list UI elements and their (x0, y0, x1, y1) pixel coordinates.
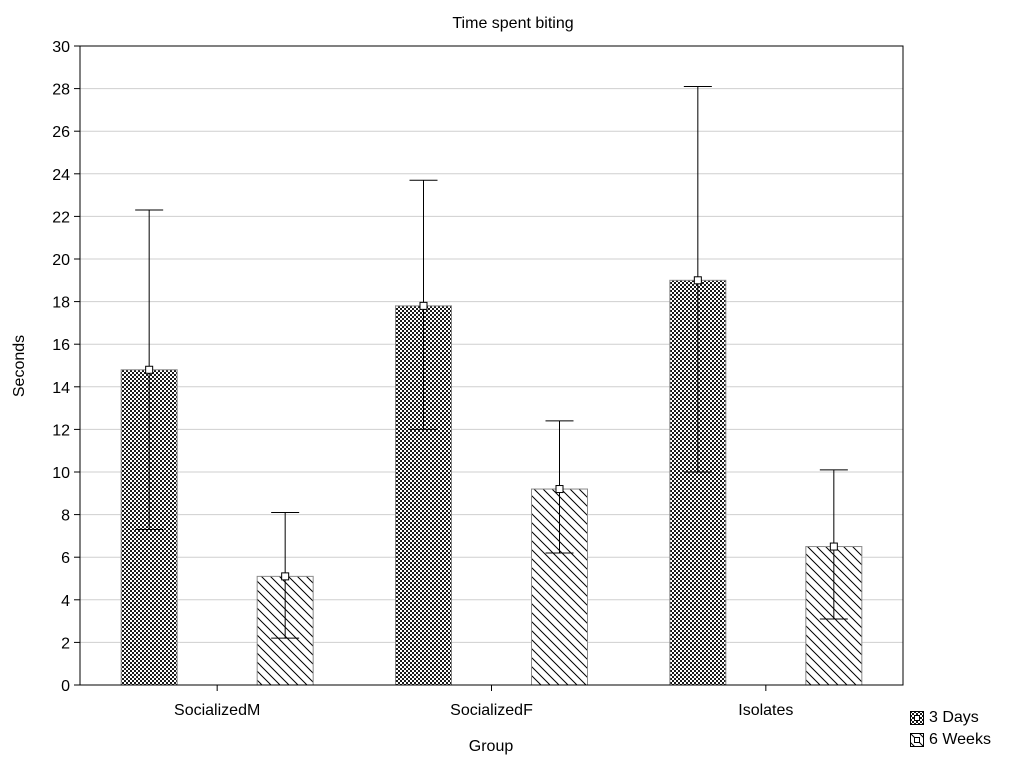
mean-marker (555, 485, 564, 494)
y-tick-label: 4 (61, 593, 70, 610)
y-tick-label: 6 (61, 550, 70, 567)
y-tick-label: 14 (52, 380, 70, 397)
y-axis-label: Seconds (11, 335, 28, 397)
grid-lines (80, 88, 903, 643)
mean-marker (145, 365, 154, 374)
y-tick-label: 20 (52, 252, 70, 269)
y-tick-label: 16 (52, 337, 70, 354)
mean-marker (419, 301, 428, 310)
y-tick-label: 30 (52, 39, 70, 56)
y-tick-label: 8 (61, 508, 70, 525)
chart-title: Time spent biting (452, 15, 573, 32)
x-axis-ticks: SocializedM SocializedF Isolates (174, 685, 793, 719)
y-tick-label: 0 (61, 678, 70, 695)
x-tick-label: SocializedM (174, 702, 260, 719)
x-tick-label: Isolates (738, 702, 793, 719)
plot-frame (79, 45, 904, 686)
y-tick-label: 22 (52, 209, 70, 226)
y-tick-label: 18 (52, 295, 70, 312)
y-tick-label: 26 (52, 124, 70, 141)
legend-item-6-weeks: 6 Weeks (910, 729, 991, 751)
x-tick-label: SocializedF (450, 702, 533, 719)
y-tick-label: 28 (52, 82, 70, 99)
hatched-swatch-icon (910, 733, 924, 747)
x-axis-label: Group (469, 738, 514, 755)
bars (120, 279, 863, 686)
legend-label: 6 Weeks (929, 731, 991, 748)
error-bars (135, 85, 848, 639)
legend: 3 Days 6 Weeks (910, 707, 991, 751)
mean-marker (693, 276, 702, 285)
y-tick-label: 12 (52, 422, 70, 439)
checkered-swatch-icon (910, 711, 924, 725)
legend-label: 3 Days (929, 709, 979, 726)
mean-marker (829, 542, 838, 551)
y-tick-label: 2 (61, 635, 70, 652)
mean-marker (281, 572, 290, 581)
y-tick-label: 10 (52, 465, 70, 482)
y-tick-label: 24 (52, 167, 70, 184)
legend-item-3-days: 3 Days (910, 707, 991, 729)
